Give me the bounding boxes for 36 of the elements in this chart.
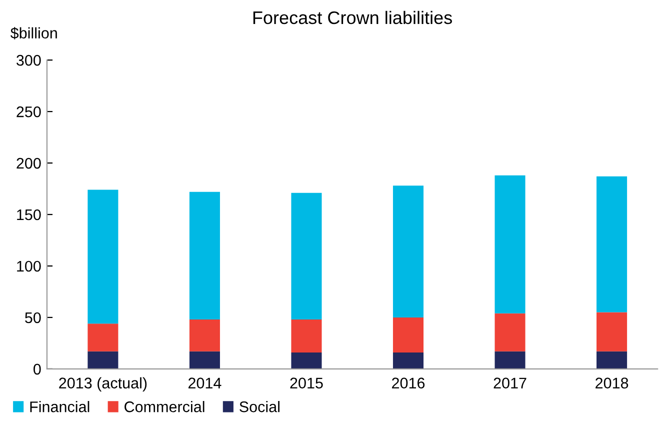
y-axis-title: $billion — [10, 27, 57, 40]
x-tick-label: 2016 — [392, 378, 425, 388]
bar — [392, 186, 424, 318]
x-tick-label: 2018 — [596, 378, 628, 388]
legend-label: Commercial — [124, 401, 204, 412]
bar — [291, 320, 322, 352]
bar — [88, 190, 118, 324]
bar — [596, 312, 628, 352]
bar — [189, 320, 220, 352]
bar — [494, 313, 526, 352]
bar — [189, 192, 220, 320]
bar — [291, 192, 322, 320]
bar — [189, 351, 220, 369]
x-tick-label: 2014 — [188, 378, 222, 388]
bar — [596, 351, 628, 369]
bar — [494, 351, 526, 369]
y-tick-label: 150 — [17, 209, 41, 220]
x-tick-label: 2013 (actual) — [59, 377, 147, 392]
y-tick-label: 200 — [16, 158, 41, 169]
legend-label: Social — [240, 401, 280, 412]
bar — [392, 352, 424, 369]
y-tick-label: 50 — [25, 312, 41, 324]
bar — [596, 176, 628, 312]
y-tick-label: 300 — [16, 54, 41, 66]
bar — [392, 317, 424, 352]
y-tick-label: 250 — [16, 106, 41, 118]
chart-title: Forecast Crown liabilities — [253, 10, 452, 24]
bar — [291, 352, 322, 369]
bar — [88, 351, 118, 369]
x-tick-label: 2015 — [290, 378, 323, 388]
x-tick-label: 2017 — [494, 378, 526, 388]
bar — [88, 324, 118, 352]
y-tick-label: 0 — [34, 364, 41, 375]
y-tick-label: 100 — [17, 260, 41, 272]
legend-label: Financial — [30, 401, 90, 412]
bar — [494, 175, 526, 314]
